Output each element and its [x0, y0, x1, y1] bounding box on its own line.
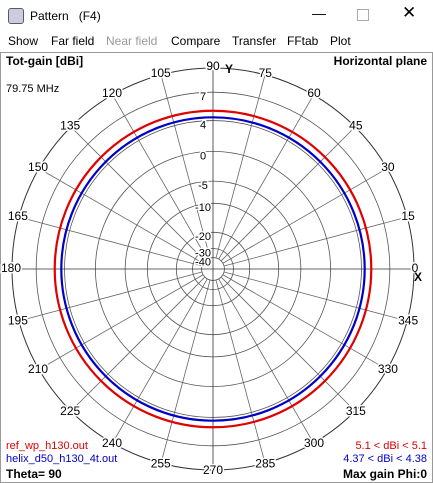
- radial-label: -30: [195, 247, 211, 259]
- angle-label: 75: [259, 66, 273, 80]
- radial-label: -10: [195, 202, 211, 214]
- plane-label: Horizontal plane: [334, 54, 428, 68]
- angle-label: 165: [8, 209, 28, 223]
- spoke: [218, 278, 314, 444]
- radial-label: 7: [200, 91, 206, 103]
- radial-label: -40: [195, 256, 211, 268]
- spoke: [223, 271, 408, 322]
- angle-label: 0: [412, 261, 419, 275]
- angle-label: 45: [349, 118, 363, 132]
- angle-label: 270: [203, 463, 223, 477]
- spoke: [160, 279, 211, 464]
- angle-label: 345: [398, 313, 418, 327]
- angle-label: 15: [401, 209, 415, 223]
- spoke: [215, 74, 266, 259]
- angle-label: 105: [151, 66, 171, 80]
- trace-name: helix_d50_h130_4t.out: [6, 453, 117, 465]
- minimize-button[interactable]: —: [312, 5, 326, 21]
- maximize-button[interactable]: [357, 9, 369, 21]
- menu-item[interactable]: Compare: [171, 34, 221, 48]
- spoke: [223, 216, 408, 267]
- spoke: [218, 94, 314, 260]
- menu-item[interactable]: Transfer: [232, 34, 277, 48]
- max-gain-label: Max gain Phi:0: [343, 467, 427, 481]
- plot-frame: [0, 52, 433, 483]
- angle-label: 285: [255, 456, 275, 470]
- spoke: [70, 126, 206, 262]
- angle-label: 180: [1, 261, 21, 275]
- angle-label: 255: [151, 456, 171, 470]
- angle-label: 90: [206, 59, 220, 73]
- gain-trace: [53, 109, 373, 429]
- spoke: [220, 126, 356, 262]
- theta-label: Theta= 90: [6, 467, 62, 481]
- radial-label: 0: [200, 150, 206, 162]
- radial-label: -20: [195, 231, 211, 243]
- angle-label: 150: [28, 160, 48, 174]
- spoke: [112, 278, 208, 444]
- spoke: [70, 276, 206, 412]
- spoke: [220, 276, 356, 412]
- angle-label: 330: [378, 362, 398, 376]
- angle-label: 225: [60, 404, 80, 418]
- angle-label: 135: [60, 118, 80, 132]
- angle-label: 30: [381, 160, 395, 174]
- spoke: [38, 274, 204, 370]
- spoke: [160, 74, 211, 259]
- spoke: [18, 216, 203, 267]
- title-bar: Pattern (F4) — ✕: [0, 0, 433, 31]
- spoke: [222, 168, 388, 264]
- close-button[interactable]: ✕: [402, 3, 417, 22]
- radial-label: 4: [200, 119, 206, 131]
- gain-title: Tot-gain [dBi]: [6, 54, 83, 68]
- angle-label: 60: [307, 86, 321, 100]
- gain-trace: [60, 116, 366, 422]
- angle-label: 300: [304, 436, 324, 450]
- window-title: Pattern (F4): [30, 9, 101, 23]
- menu-item[interactable]: Far field: [51, 34, 95, 48]
- polar-plot: Tot-gain [dBi] Horizontal plane 79.75 MH…: [0, 52, 433, 483]
- app-icon: [8, 8, 24, 24]
- menu-item[interactable]: FFtab: [287, 34, 319, 48]
- menu-item[interactable]: Near field: [106, 34, 158, 48]
- trace-gain: 4.37 < dBi < 4.38: [343, 453, 427, 465]
- angle-label: 240: [102, 436, 122, 450]
- trace-name: ref_wp_h130.out: [6, 440, 88, 452]
- frequency: 79.75 MHz: [6, 83, 59, 95]
- menu-item[interactable]: Show: [8, 34, 39, 48]
- spoke: [18, 271, 203, 322]
- y-axis-label: Y: [225, 62, 233, 76]
- angle-label: 315: [346, 404, 366, 418]
- spoke: [215, 279, 266, 464]
- angle-label: 120: [102, 86, 122, 100]
- menu-item[interactable]: Plot: [330, 34, 351, 48]
- spoke: [222, 274, 388, 370]
- spoke: [112, 94, 208, 260]
- angle-label: 195: [8, 313, 28, 327]
- trace-gain: 5.1 < dBi < 5.1: [355, 440, 427, 452]
- x-axis-label: X: [414, 270, 422, 284]
- angle-label: 210: [28, 362, 48, 376]
- spoke: [38, 168, 204, 264]
- radial-label: -5: [198, 180, 208, 192]
